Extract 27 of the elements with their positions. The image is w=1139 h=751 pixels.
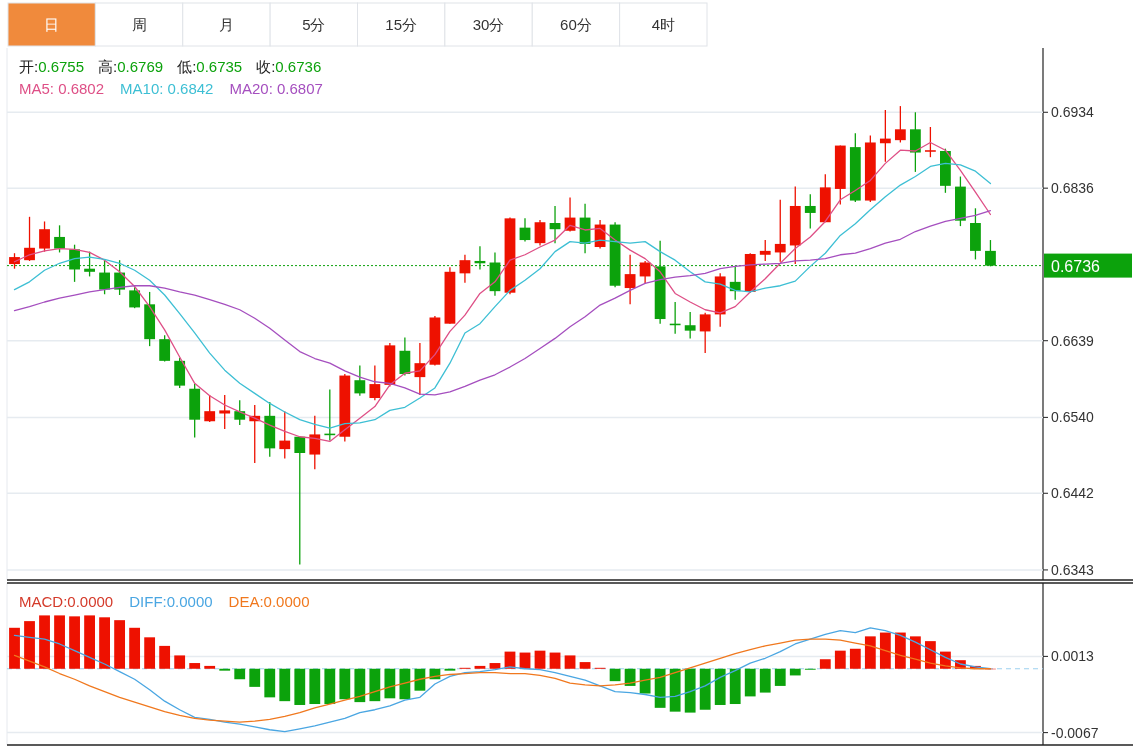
text: 60分	[560, 15, 592, 33]
text: 5分	[302, 15, 326, 33]
text: 30分	[472, 15, 505, 33]
text: DIFF:0.0000	[129, 593, 213, 610]
y-tick-label: -0.0067	[1051, 724, 1099, 741]
y-tick-label: 0.6836	[1051, 180, 1095, 197]
series-label: MACD:0.0000	[19, 593, 114, 610]
text: MA20: 0.6807	[229, 80, 323, 97]
annotation: 高:0.6769	[98, 58, 164, 75]
text: 15分	[385, 15, 418, 33]
annotation: 开:0.6755	[19, 58, 85, 75]
y-tick-label: 0.6934	[1051, 104, 1095, 121]
text: MA10: 0.6842	[120, 80, 214, 97]
y-tick-label: 0.0013	[1051, 648, 1095, 665]
y-tick-label: 0.6639	[1051, 332, 1095, 349]
y-tick-label: 0.6343	[1051, 561, 1095, 578]
text: MA5: 0.6802	[19, 80, 105, 97]
text: 日	[44, 15, 60, 33]
text: 周	[131, 15, 147, 33]
text: 4时	[651, 15, 675, 33]
annotation: 低:0.6735	[177, 58, 243, 75]
text: 月	[218, 15, 234, 33]
y-tick-label: 0.6442	[1051, 485, 1095, 502]
y-tick-label: 0.6540	[1051, 409, 1095, 426]
text: DEA:0.0000	[228, 593, 310, 610]
annotation: 收:0.6736	[256, 58, 322, 75]
ref-line-label: 0.6736	[1051, 257, 1101, 275]
